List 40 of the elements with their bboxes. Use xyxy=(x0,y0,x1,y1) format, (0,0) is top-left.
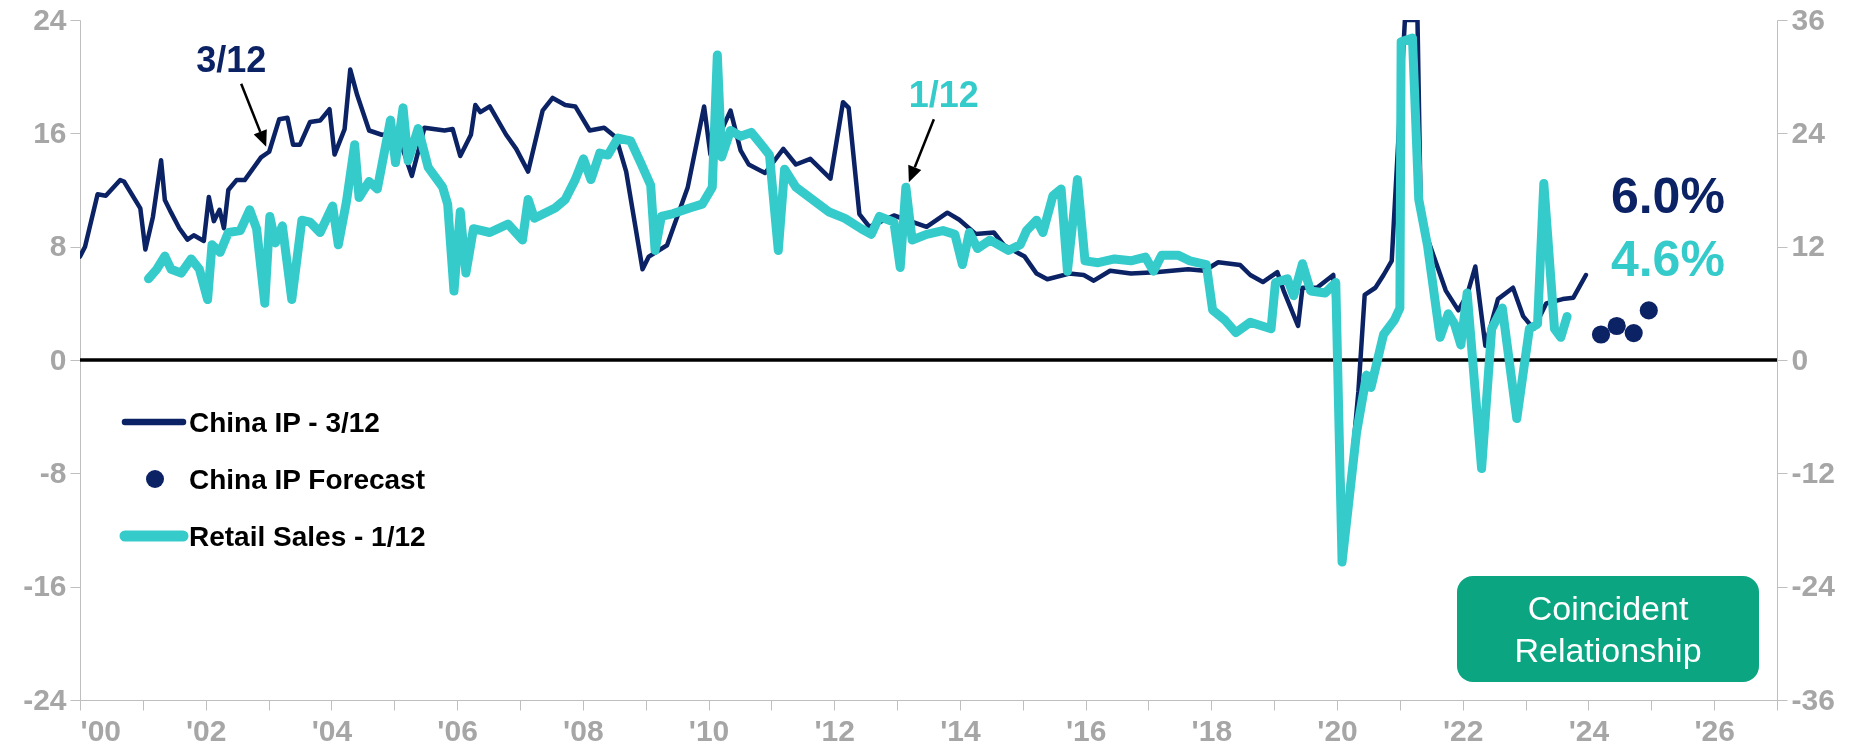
x-tick-label: '16 xyxy=(1065,713,1107,747)
x-tick-label: '14 xyxy=(940,713,981,747)
x-tick-label: '20 xyxy=(1317,713,1358,747)
x-tick-label: '22 xyxy=(1442,713,1484,747)
y2-tick-label: 24 xyxy=(1791,115,1826,149)
y2-tick-label: -24 xyxy=(1791,569,1836,603)
point xyxy=(1591,325,1611,344)
point xyxy=(1624,324,1643,343)
x-tick-label: '18 xyxy=(1191,713,1233,747)
x-tick-label: '26 xyxy=(1694,713,1735,747)
legend-label: Retail Sales - 1/12 xyxy=(189,521,426,552)
x-tick-label: '08 xyxy=(563,713,604,747)
note-box: Coincident Relationship xyxy=(1457,576,1759,682)
x-tick-label: '00 xyxy=(80,713,122,747)
point xyxy=(1639,301,1658,320)
y-tick-label: 24 xyxy=(33,2,67,36)
x-tick-label: '12 xyxy=(814,713,855,747)
y2-tick-label: 12 xyxy=(1791,229,1825,263)
y-tick-label: -16 xyxy=(23,569,67,603)
y2-tick-label: 36 xyxy=(1791,2,1825,36)
data-label: 4.6% xyxy=(1610,231,1725,287)
y-tick-label: -8 xyxy=(39,455,67,489)
x-tick-label: '10 xyxy=(688,713,730,747)
annotation: 1/12 xyxy=(908,74,979,116)
annotation: 3/12 xyxy=(196,38,267,80)
y-tick-label: 16 xyxy=(33,115,67,149)
y-tick-label: -24 xyxy=(23,682,67,716)
y2-tick-label: -36 xyxy=(1791,682,1835,716)
x-tick-label: '06 xyxy=(437,713,478,747)
y2-tick-label: -12 xyxy=(1791,455,1835,489)
data-label: 6.0% xyxy=(1610,168,1725,224)
legend-label: China IP Forecast xyxy=(189,464,426,495)
y-tick-label: 0 xyxy=(49,342,67,376)
x-tick-label: '24 xyxy=(1568,713,1610,747)
y2-tick-label: 0 xyxy=(1791,342,1809,376)
point xyxy=(1607,316,1626,336)
y-tick-label: 8 xyxy=(49,229,67,263)
x-tick-label: '04 xyxy=(311,713,353,747)
legend-label: China IP - 3/12 xyxy=(189,407,380,438)
x-tick-label: '02 xyxy=(185,713,227,747)
